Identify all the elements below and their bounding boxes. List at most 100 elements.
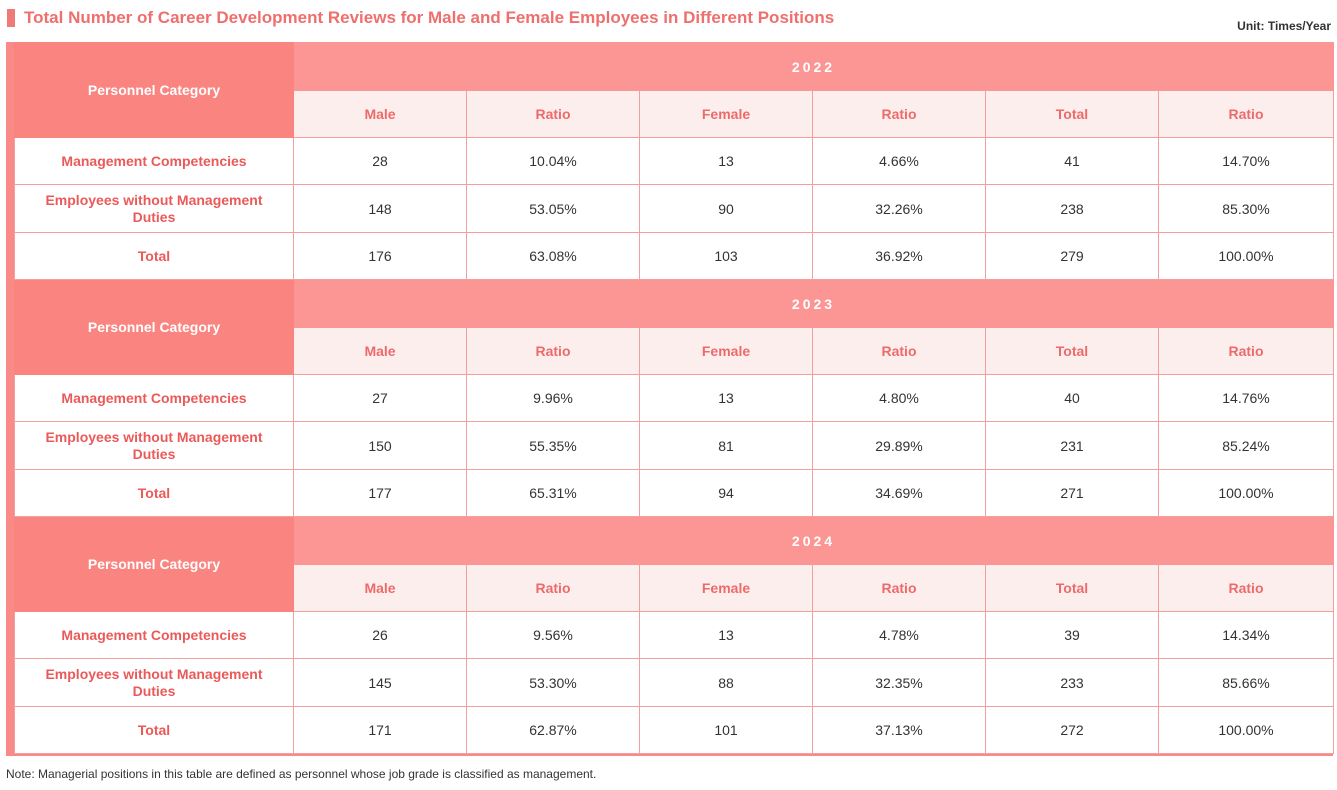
row-label: Total xyxy=(14,706,294,754)
table-cell: 81 xyxy=(639,421,813,470)
year-header: 2022 xyxy=(293,42,1334,91)
table-row: Total 177 65.31% 94 34.69% 271 100.00% xyxy=(14,469,1334,517)
row-label: Employees without Management Duties xyxy=(14,421,294,470)
year-header-row: Personnel Category 2023 xyxy=(14,279,1334,375)
table-cell: 176 xyxy=(293,232,467,280)
table-cell: 62.87% xyxy=(466,706,640,754)
column-header: Ratio xyxy=(1158,327,1334,375)
table-cell: 9.96% xyxy=(466,374,640,422)
table-cell: 13 xyxy=(639,137,813,185)
column-header: Male xyxy=(293,327,467,375)
column-header: Ratio xyxy=(1158,90,1334,138)
column-header: Male xyxy=(293,564,467,612)
column-header-row: Male Ratio Female Ratio Total Ratio xyxy=(15,327,1334,375)
table-cell: 148 xyxy=(293,184,467,233)
table-cell: 41 xyxy=(985,137,1159,185)
column-header: Total xyxy=(985,564,1159,612)
personnel-category-header: Personnel Category xyxy=(14,279,294,375)
table-cell: 14.34% xyxy=(1158,611,1334,659)
title-accent-bar xyxy=(7,9,15,27)
year-header-row: Personnel Category 2024 xyxy=(14,516,1334,612)
table-cell: 100.00% xyxy=(1158,469,1334,517)
table-cell: 231 xyxy=(985,421,1159,470)
table-cell: 39 xyxy=(985,611,1159,659)
column-header: Female xyxy=(639,327,813,375)
table-cell: 100.00% xyxy=(1158,706,1334,754)
table-cell: 53.05% xyxy=(466,184,640,233)
table-row: Employees without Management Duties 148 53… xyxy=(14,184,1334,233)
table-cell: 4.66% xyxy=(812,137,986,185)
column-header: Ratio xyxy=(1158,564,1334,612)
table-cell: 40 xyxy=(985,374,1159,422)
column-header: Ratio xyxy=(812,564,986,612)
column-header: Female xyxy=(639,90,813,138)
table-row: Total 176 63.08% 103 36.92% 279 100.00% xyxy=(14,232,1334,280)
review-table-body: Personnel Category 2022 Male Ratio Female Rat… xyxy=(14,42,1334,754)
table-cell: 145 xyxy=(293,658,467,707)
column-header-row: Male Ratio Female Ratio Total Ratio xyxy=(15,564,1334,612)
column-header: Total xyxy=(985,90,1159,138)
unit-label: Unit: Times/Year xyxy=(1237,19,1331,33)
table-cell: 36.92% xyxy=(812,232,986,280)
table-cell: 233 xyxy=(985,658,1159,707)
column-header: Female xyxy=(639,564,813,612)
table-row: Employees without Management Duties 150 55… xyxy=(14,421,1334,470)
table-cell: 14.76% xyxy=(1158,374,1334,422)
table-cell: 4.80% xyxy=(812,374,986,422)
table-cell: 271 xyxy=(985,469,1159,517)
table-cell: 150 xyxy=(293,421,467,470)
table-row: Management Competencies 27 9.96% 13 4.80% 40 1… xyxy=(14,374,1334,422)
row-label: Total xyxy=(14,469,294,517)
review-table-frame: Personnel Category 2022 Male Ratio Female Rat… xyxy=(6,42,1334,756)
table-cell: 26 xyxy=(293,611,467,659)
table-row: Employees without Management Duties 145 53… xyxy=(14,658,1334,707)
column-header: Ratio xyxy=(812,327,986,375)
page-title: Total Number of Career Development Revie… xyxy=(24,8,835,27)
table-cell: 94 xyxy=(639,469,813,517)
table-cell: 27 xyxy=(293,374,467,422)
table-row: Total 171 62.87% 101 37.13% 272 100.00% xyxy=(14,706,1334,754)
table-cell: 55.35% xyxy=(466,421,640,470)
table-cell: 37.13% xyxy=(812,706,986,754)
year-header: 2024 xyxy=(293,516,1334,565)
table-cell: 103 xyxy=(639,232,813,280)
table-cell: 13 xyxy=(639,374,813,422)
row-label: Total xyxy=(14,232,294,280)
table-cell: 238 xyxy=(985,184,1159,233)
table-cell: 85.66% xyxy=(1158,658,1334,707)
table-cell: 65.31% xyxy=(466,469,640,517)
table-cell: 85.24% xyxy=(1158,421,1334,470)
table-cell: 32.26% xyxy=(812,184,986,233)
table-cell: 85.30% xyxy=(1158,184,1334,233)
column-header: Total xyxy=(985,327,1159,375)
row-label: Employees without Management Duties xyxy=(14,658,294,707)
column-header: Male xyxy=(293,90,467,138)
table-cell: 63.08% xyxy=(466,232,640,280)
personnel-category-header: Personnel Category xyxy=(14,516,294,612)
table-cell: 10.04% xyxy=(466,137,640,185)
column-header: Ratio xyxy=(466,564,640,612)
table-cell: 53.30% xyxy=(466,658,640,707)
year-header-row: Personnel Category 2022 xyxy=(14,42,1334,138)
column-header: Ratio xyxy=(466,90,640,138)
table-cell: 28 xyxy=(293,137,467,185)
table-cell: 100.00% xyxy=(1158,232,1334,280)
table-row: Management Competencies 26 9.56% 13 4.78% 39 1… xyxy=(14,611,1334,659)
title-bar: Total Number of Career Development Revie… xyxy=(7,8,835,27)
table-cell: 88 xyxy=(639,658,813,707)
column-header: Ratio xyxy=(812,90,986,138)
table-cell: 13 xyxy=(639,611,813,659)
table-cell: 9.56% xyxy=(466,611,640,659)
table-cell: 34.69% xyxy=(812,469,986,517)
table-cell: 29.89% xyxy=(812,421,986,470)
table-cell: 101 xyxy=(639,706,813,754)
table-cell: 90 xyxy=(639,184,813,233)
table-cell: 4.78% xyxy=(812,611,986,659)
table-cell: 272 xyxy=(985,706,1159,754)
column-header: Ratio xyxy=(466,327,640,375)
table-cell: 177 xyxy=(293,469,467,517)
review-table: Personnel Category 2022 Male Ratio Female Rat… xyxy=(14,42,1334,754)
column-header-row: Male Ratio Female Ratio Total Ratio xyxy=(15,90,1334,138)
table-cell: 14.70% xyxy=(1158,137,1334,185)
footnote: Note: Managerial positions in this table… xyxy=(6,767,597,781)
